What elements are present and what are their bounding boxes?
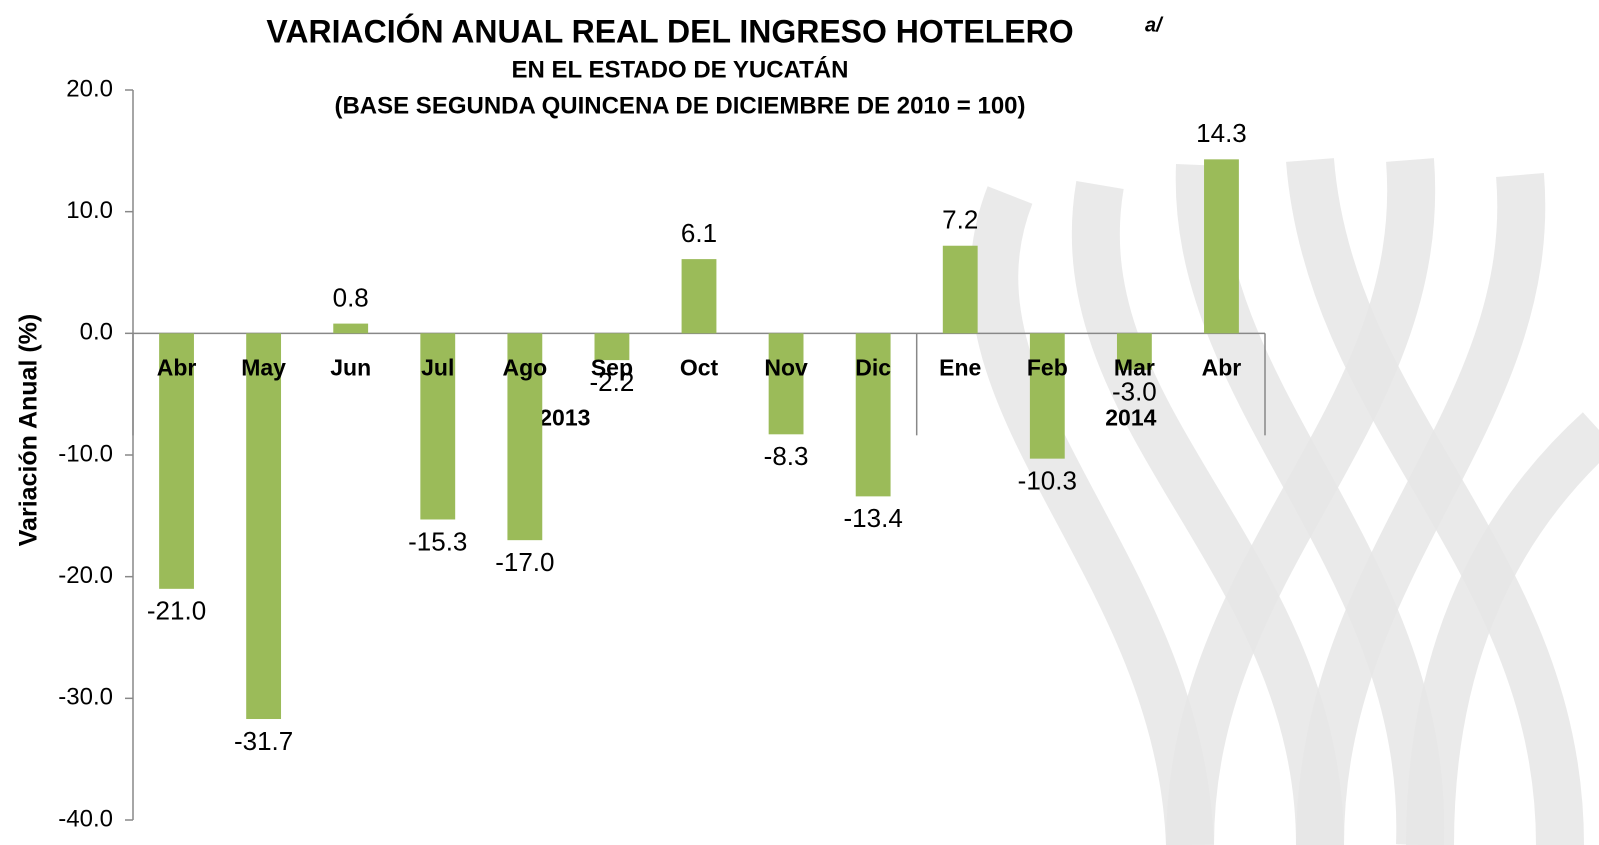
- y-tick-label: -40.0: [58, 805, 113, 832]
- value-label: -3.0: [1112, 377, 1157, 407]
- x-tick-label: May: [241, 354, 286, 380]
- x-tick-label: Ene: [939, 354, 981, 380]
- value-label: -10.3: [1018, 466, 1077, 496]
- y-axis-label: Variación Anual (%): [15, 314, 43, 546]
- x-tick-label: Dic: [855, 354, 891, 380]
- x-tick-label: Jun: [330, 354, 371, 380]
- x-tick-label: Oct: [680, 354, 719, 380]
- value-label: -13.4: [844, 503, 903, 533]
- bar: [943, 246, 978, 334]
- chart-subtitle: (BASE SEGUNDA QUINCENA DE DICIEMBRE DE 2…: [334, 92, 1025, 119]
- bar: [333, 324, 368, 334]
- value-label: -21.0: [147, 596, 206, 626]
- bar: [1030, 333, 1065, 458]
- group-label: 2014: [1105, 404, 1156, 430]
- value-label: -15.3: [408, 526, 467, 556]
- background-decoration: [994, 160, 1599, 845]
- value-label: -2.2: [590, 367, 635, 397]
- value-label: -31.7: [234, 726, 293, 756]
- bar: [682, 259, 717, 333]
- x-tick-label: Jul: [421, 354, 454, 380]
- y-tick-label: 0.0: [80, 319, 113, 346]
- group-label: 2013: [539, 404, 590, 430]
- x-tick-label: Ago: [502, 354, 547, 380]
- value-label: 6.1: [681, 218, 717, 248]
- y-tick-label: 10.0: [66, 197, 113, 224]
- x-tick-label: Abr: [157, 354, 197, 380]
- x-tick-label: Abr: [1202, 354, 1242, 380]
- chart-title: VARIACIÓN ANUAL REAL DEL INGRESO HOTELER…: [266, 13, 1073, 49]
- bar: [1204, 159, 1239, 333]
- value-label: -17.0: [495, 547, 554, 577]
- x-tick-label: Nov: [764, 354, 808, 380]
- title-note: a/: [1145, 14, 1164, 36]
- value-label: -8.3: [764, 441, 809, 471]
- y-tick-label: 20.0: [66, 75, 113, 102]
- y-tick-label: -10.0: [58, 440, 113, 467]
- bar: [769, 333, 804, 434]
- value-label: 14.3: [1196, 118, 1247, 148]
- value-label: 7.2: [942, 205, 978, 235]
- y-tick-label: -30.0: [58, 684, 113, 711]
- bar: [246, 333, 281, 719]
- x-tick-label: Feb: [1027, 354, 1068, 380]
- chart: VARIACIÓN ANUAL REAL DEL INGRESO HOTELER…: [0, 0, 1599, 845]
- y-tick-label: -20.0: [58, 562, 113, 589]
- chart-subtitle: EN EL ESTADO DE YUCATÁN: [512, 55, 849, 83]
- value-label: 0.8: [333, 282, 369, 312]
